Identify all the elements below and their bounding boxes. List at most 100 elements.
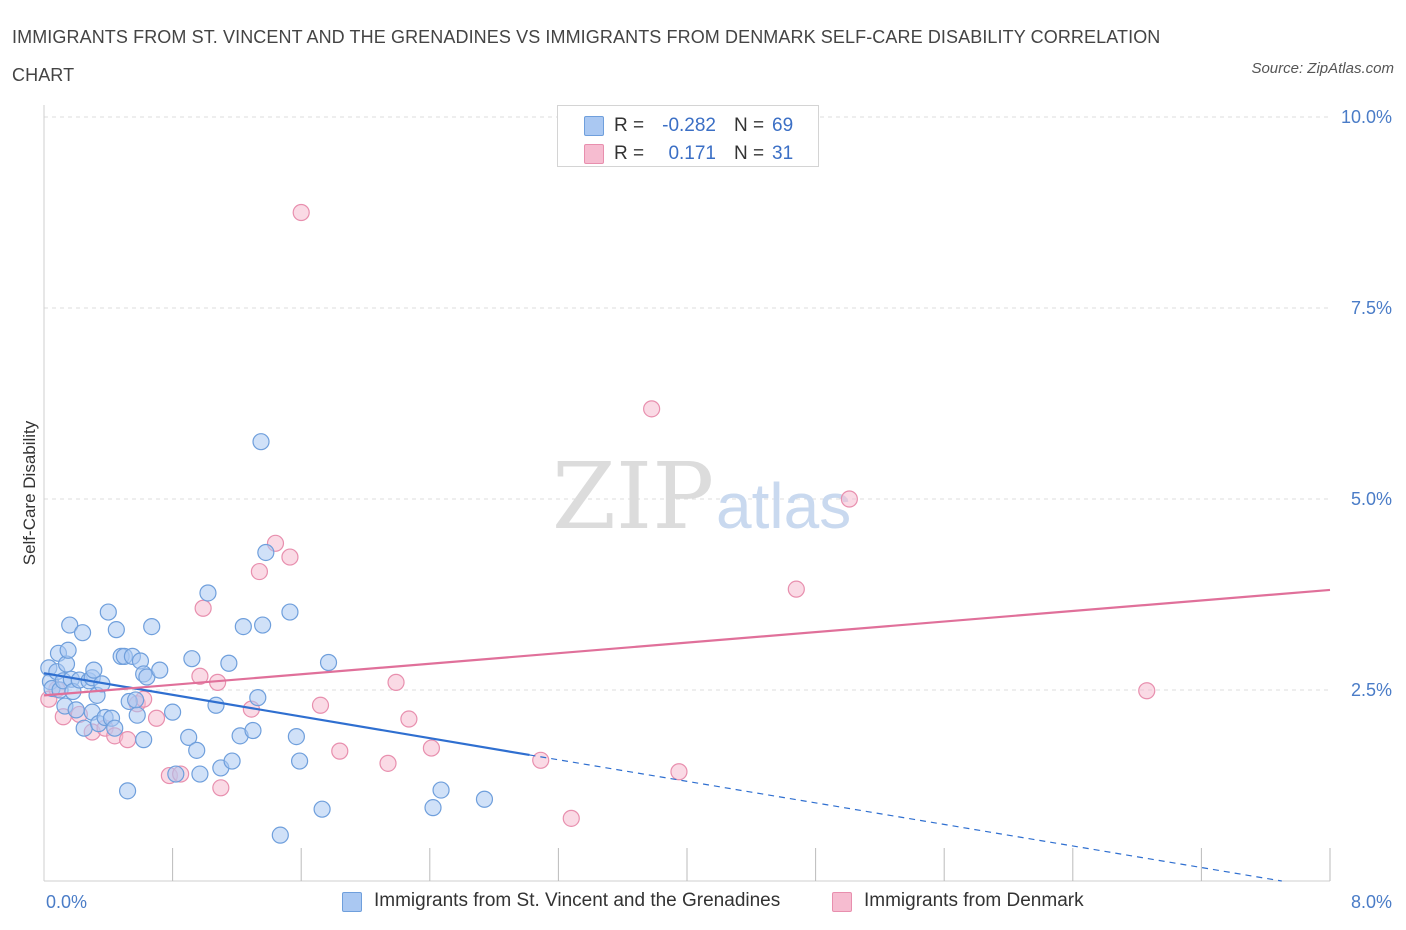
legend-label: Immigrants from Denmark (864, 890, 1084, 911)
data-point-st-vincent (75, 719, 93, 737)
r-value: 0.171 (668, 143, 716, 164)
watermark-atlas: atlas (716, 470, 851, 542)
data-point-st-vincent (85, 661, 103, 679)
data-point-denmark (331, 742, 349, 760)
data-point-st-vincent (107, 621, 125, 639)
data-point-st-vincent (61, 616, 79, 634)
series-st-vincent-points (40, 433, 494, 844)
legend-row-denmark: R = 0.171 N = 31 (558, 138, 818, 166)
correlation-legend: R = -0.282 N = 69 R = 0.171 N = 31 (557, 105, 819, 167)
series-legend: Immigrants from St. Vincent and the Gren… (0, 888, 1406, 916)
data-point-denmark (250, 562, 269, 581)
data-point-st-vincent (319, 653, 338, 672)
data-point-st-vincent (183, 650, 201, 668)
data-point-st-vincent (244, 721, 262, 740)
trend-line-st-vincent (43, 672, 530, 757)
trend-lines (43, 588, 1331, 882)
legend-swatch-blue (584, 116, 604, 136)
data-point-st-vincent (188, 741, 206, 759)
data-point-st-vincent (135, 731, 153, 749)
data-point-denmark (400, 710, 418, 728)
x-tick-label: 0.0% (46, 892, 87, 912)
data-point-st-vincent (128, 706, 146, 724)
data-point-denmark (1138, 682, 1156, 700)
data-point-st-vincent (99, 603, 117, 621)
y-axis-title: Self-Care Disability (20, 420, 39, 565)
n-label: N = (734, 115, 765, 136)
n-value: 69 (772, 115, 794, 136)
data-point-denmark (292, 203, 310, 222)
watermark: ZIP atlas (552, 443, 851, 550)
data-point-denmark (387, 673, 405, 691)
data-point-st-vincent (254, 616, 272, 634)
data-point-denmark (191, 667, 209, 685)
y-tick-label: 10.0% (1341, 107, 1392, 127)
data-point-st-vincent (475, 790, 494, 808)
data-point-denmark (670, 763, 688, 781)
data-point-denmark (532, 751, 550, 769)
data-point-st-vincent (118, 782, 137, 800)
data-point-st-vincent (180, 728, 198, 746)
legend-swatch-blue (342, 892, 362, 912)
data-point-st-vincent (252, 433, 270, 451)
watermark-zip: ZIP (552, 443, 714, 550)
data-point-denmark (379, 754, 397, 772)
data-point-st-vincent (167, 765, 185, 783)
source-note: Source: ZipAtlas.com (1251, 60, 1394, 77)
data-point-st-vincent (67, 701, 85, 719)
trend-line-denmark (43, 588, 1331, 697)
data-point-st-vincent (432, 781, 450, 799)
data-point-st-vincent (257, 543, 275, 562)
y-tick-label: 5.0% (1351, 489, 1392, 509)
data-point-st-vincent (287, 728, 305, 746)
data-point-denmark (118, 731, 137, 749)
data-point-denmark (311, 696, 330, 714)
y-tick-label: 2.5% (1351, 680, 1392, 700)
n-label: N = (734, 143, 765, 164)
legend-swatch-pink (832, 892, 852, 912)
data-point-denmark (787, 580, 805, 598)
data-point-st-vincent (106, 719, 124, 737)
data-point-st-vincent (164, 703, 182, 721)
data-point-st-vincent (249, 689, 267, 707)
data-point-st-vincent (207, 696, 225, 714)
legend-row-st-vincent: R = -0.282 N = 69 (558, 110, 818, 138)
x-tick-label: 8.0% (1351, 892, 1392, 912)
trend-line-st-vincent-extrapolated (529, 754, 1282, 882)
data-point-denmark (562, 809, 580, 827)
data-point-st-vincent (220, 654, 238, 672)
data-point-st-vincent (424, 799, 442, 817)
r-label: R = (614, 115, 645, 136)
legend-swatch-pink (584, 144, 604, 164)
x-tick-marks (172, 848, 1331, 881)
data-point-st-vincent (191, 765, 209, 783)
data-point-st-vincent (234, 617, 252, 636)
data-point-st-vincent (127, 691, 145, 709)
data-point-denmark (212, 779, 230, 797)
y-tick-labels: 10.0% 7.5% 5.0% 2.5% (1341, 107, 1392, 700)
r-label: R = (614, 143, 645, 164)
data-point-st-vincent (223, 752, 241, 770)
data-point-denmark (840, 490, 858, 508)
r-value: -0.282 (662, 115, 716, 136)
chart-title: IMMIGRANTS FROM ST. VINCENT AND THE GREN… (12, 27, 1161, 85)
data-point-st-vincent (151, 661, 169, 679)
data-point-denmark (147, 709, 166, 727)
data-point-st-vincent (73, 624, 92, 642)
data-point-denmark (422, 739, 441, 757)
grid-lines (44, 116, 1330, 691)
x-tick-labels: 0.0% 8.0% (46, 892, 1392, 912)
data-point-st-vincent (290, 752, 309, 770)
data-point-st-vincent (313, 800, 331, 818)
data-point-st-vincent (59, 641, 77, 659)
legend-label: Immigrants from St. Vincent and the Gren… (374, 890, 781, 911)
data-point-st-vincent (199, 584, 217, 602)
data-point-denmark (643, 400, 661, 418)
data-point-st-vincent (281, 603, 299, 621)
data-point-st-vincent (271, 826, 289, 844)
n-value: 31 (772, 143, 794, 164)
data-point-st-vincent (143, 617, 161, 636)
y-tick-label: 7.5% (1351, 298, 1392, 318)
data-point-denmark (194, 599, 212, 617)
data-point-denmark (281, 548, 299, 566)
